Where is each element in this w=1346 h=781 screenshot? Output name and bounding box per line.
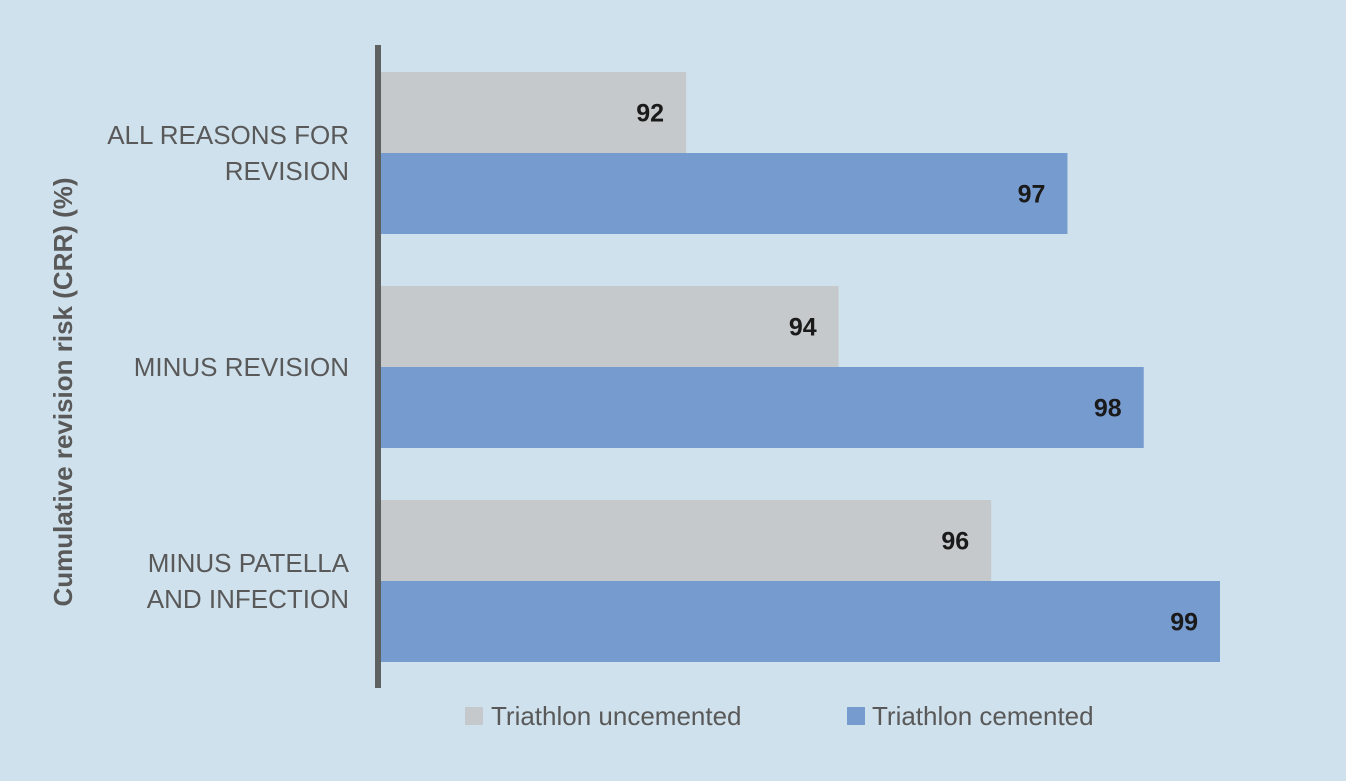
legend-swatch-uncemented [465,707,483,725]
data-label-uncemented-1: 94 [789,314,817,342]
bar-uncemented-1 [381,286,839,367]
bar-cemented-2 [381,581,1220,662]
category-label-1-0: MINUS REVISION [134,352,349,382]
bar-cemented-1 [381,367,1144,448]
category-label-2-1: AND INFECTION [147,584,349,614]
data-label-cemented-2: 99 [1170,609,1198,637]
data-label-cemented-1: 98 [1094,395,1122,423]
bar-cemented-0 [381,153,1068,234]
data-label-uncemented-2: 96 [941,528,969,556]
legend-label-uncemented: Triathlon uncemented [491,701,742,731]
y-axis-label: Cumulative revision risk (CRR) (%) [48,177,78,606]
legend-swatch-cemented [847,707,865,725]
legend-label-cemented: Triathlon cemented [872,701,1094,731]
data-label-cemented-0: 97 [1018,181,1046,209]
category-label-0-1: REVISION [225,156,349,186]
data-label-uncemented-0: 92 [636,100,664,128]
category-label-2-0: MINUS PATELLA [148,548,350,578]
bar-uncemented-2 [381,500,992,581]
bar-uncemented-0 [381,72,687,153]
category-label-0-0: ALL REASONS FOR [107,120,349,150]
